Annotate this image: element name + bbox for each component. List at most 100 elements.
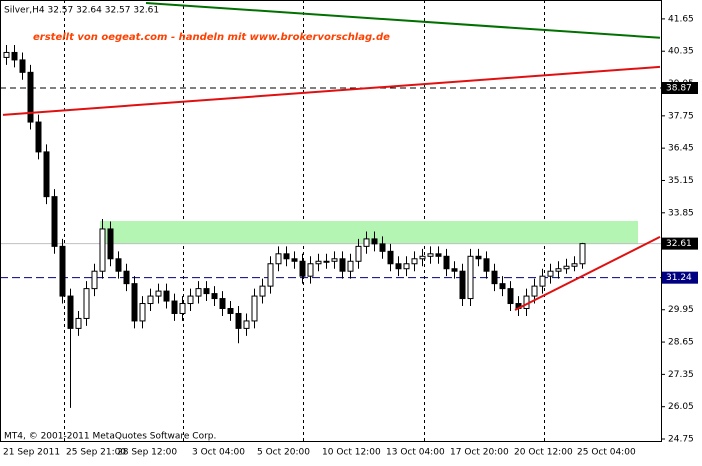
candle-body bbox=[435, 253, 442, 257]
candle-body bbox=[483, 258, 490, 272]
candle-body bbox=[59, 245, 66, 297]
candle-body bbox=[43, 151, 50, 198]
candle-body bbox=[19, 59, 26, 73]
candle-body bbox=[299, 260, 306, 277]
candle-body bbox=[395, 263, 402, 270]
candle-body bbox=[155, 290, 162, 297]
candle-body bbox=[467, 255, 474, 300]
candle-body bbox=[443, 255, 450, 270]
x-tick-label: 25 Sep 21:00 bbox=[66, 448, 126, 458]
candle-body bbox=[307, 263, 314, 277]
x-tick-label: 3 Oct 04:00 bbox=[192, 448, 245, 458]
candle-body bbox=[259, 285, 266, 297]
candle-body bbox=[275, 253, 282, 265]
candle-body bbox=[139, 303, 146, 322]
candle-body bbox=[555, 268, 562, 272]
candle-body bbox=[315, 260, 322, 265]
x-tick-label: 28 Sep 12:00 bbox=[117, 448, 177, 458]
candle-body bbox=[371, 238, 378, 245]
x-tick-label: 5 Oct 20:00 bbox=[257, 448, 310, 458]
candle-body bbox=[403, 263, 410, 270]
candle-body bbox=[235, 312, 242, 329]
candle-body bbox=[27, 71, 34, 123]
candle-body bbox=[83, 288, 90, 319]
candle-body bbox=[195, 288, 202, 297]
candle-body bbox=[563, 265, 570, 270]
candle-body bbox=[91, 270, 98, 290]
candle-body bbox=[491, 270, 498, 285]
y-tick-label: 29.95 bbox=[668, 305, 694, 315]
copyright: MT4, © 2001-2011 MetaQuotes Software Cor… bbox=[4, 432, 216, 442]
candle-body bbox=[203, 288, 210, 295]
candle-body bbox=[131, 283, 138, 322]
plot bbox=[0, 0, 661, 441]
candle-body bbox=[123, 270, 130, 285]
candle-body bbox=[67, 295, 74, 329]
candle-body bbox=[219, 298, 226, 310]
x-tick-label: 10 Oct 12:00 bbox=[322, 448, 381, 458]
candle-body bbox=[99, 228, 106, 272]
y-tick-label: 33.85 bbox=[668, 208, 694, 218]
candle-body bbox=[267, 263, 274, 287]
candle-body bbox=[227, 308, 234, 314]
candle-body bbox=[531, 285, 538, 297]
x-tick-label: 20 Oct 12:00 bbox=[514, 448, 573, 458]
candle-body bbox=[451, 268, 458, 272]
chart-title: Silver,H4 32.57 32.64 32.57 32.61 bbox=[4, 6, 159, 16]
candle-body bbox=[75, 317, 82, 329]
trendline bbox=[514, 236, 661, 311]
y-tick-label: 27.35 bbox=[668, 370, 694, 380]
x-tick-label: 21 Sep 2011 bbox=[3, 448, 60, 458]
candle-body bbox=[243, 320, 250, 329]
candle-body bbox=[539, 275, 546, 287]
candle-body bbox=[339, 258, 346, 272]
y-tick-label: 24.75 bbox=[668, 435, 694, 445]
candle-body bbox=[323, 260, 330, 263]
candle-body bbox=[387, 250, 394, 265]
candle-body bbox=[35, 121, 42, 153]
candle-body bbox=[499, 283, 506, 290]
candle-body bbox=[171, 300, 178, 314]
candle-body bbox=[459, 270, 466, 300]
watermark: erstellt von oegeat.com - handeln mit ww… bbox=[33, 32, 390, 43]
y-tick-label: 40.35 bbox=[668, 47, 694, 57]
candle-body bbox=[251, 295, 258, 322]
price-label: 32.61 bbox=[666, 239, 692, 249]
candle-body bbox=[283, 253, 290, 260]
candle-body bbox=[355, 245, 362, 262]
candle-body bbox=[475, 255, 482, 260]
candle-body bbox=[547, 270, 554, 277]
candle-body bbox=[419, 255, 426, 260]
candle-body bbox=[211, 293, 218, 300]
x-tick-label: 25 Oct 04:00 bbox=[577, 448, 636, 458]
candle-body bbox=[411, 258, 418, 265]
price-label-box bbox=[662, 271, 698, 284]
y-tick-label: 36.45 bbox=[668, 144, 694, 154]
candle-body bbox=[179, 303, 186, 314]
candle-body bbox=[427, 253, 434, 257]
y-tick-label: 28.65 bbox=[668, 338, 694, 348]
candle-body bbox=[107, 228, 114, 260]
price-label: 31.24 bbox=[666, 273, 692, 283]
candle-body bbox=[331, 258, 338, 262]
x-tick-label: 17 Oct 20:00 bbox=[450, 448, 509, 458]
candle-body bbox=[579, 243, 586, 265]
candle-body bbox=[187, 295, 194, 305]
y-tick-label: 37.75 bbox=[668, 111, 694, 121]
candle-body bbox=[363, 238, 370, 247]
candle-body bbox=[11, 51, 18, 61]
trendline bbox=[145, 1, 661, 39]
candle-body bbox=[347, 260, 354, 272]
candle-body bbox=[115, 258, 122, 272]
candle-body bbox=[507, 288, 514, 305]
x-tick-label: 13 Oct 04:00 bbox=[386, 448, 445, 458]
candle-body bbox=[3, 51, 10, 58]
candle-body bbox=[163, 290, 170, 302]
y-tick-label: 35.15 bbox=[668, 176, 694, 186]
candle-body bbox=[379, 243, 386, 252]
price-label: 38.87 bbox=[666, 84, 692, 94]
plot-frame bbox=[0, 0, 662, 442]
y-tick-label: 41.65 bbox=[668, 14, 694, 24]
candle-body bbox=[51, 196, 58, 247]
